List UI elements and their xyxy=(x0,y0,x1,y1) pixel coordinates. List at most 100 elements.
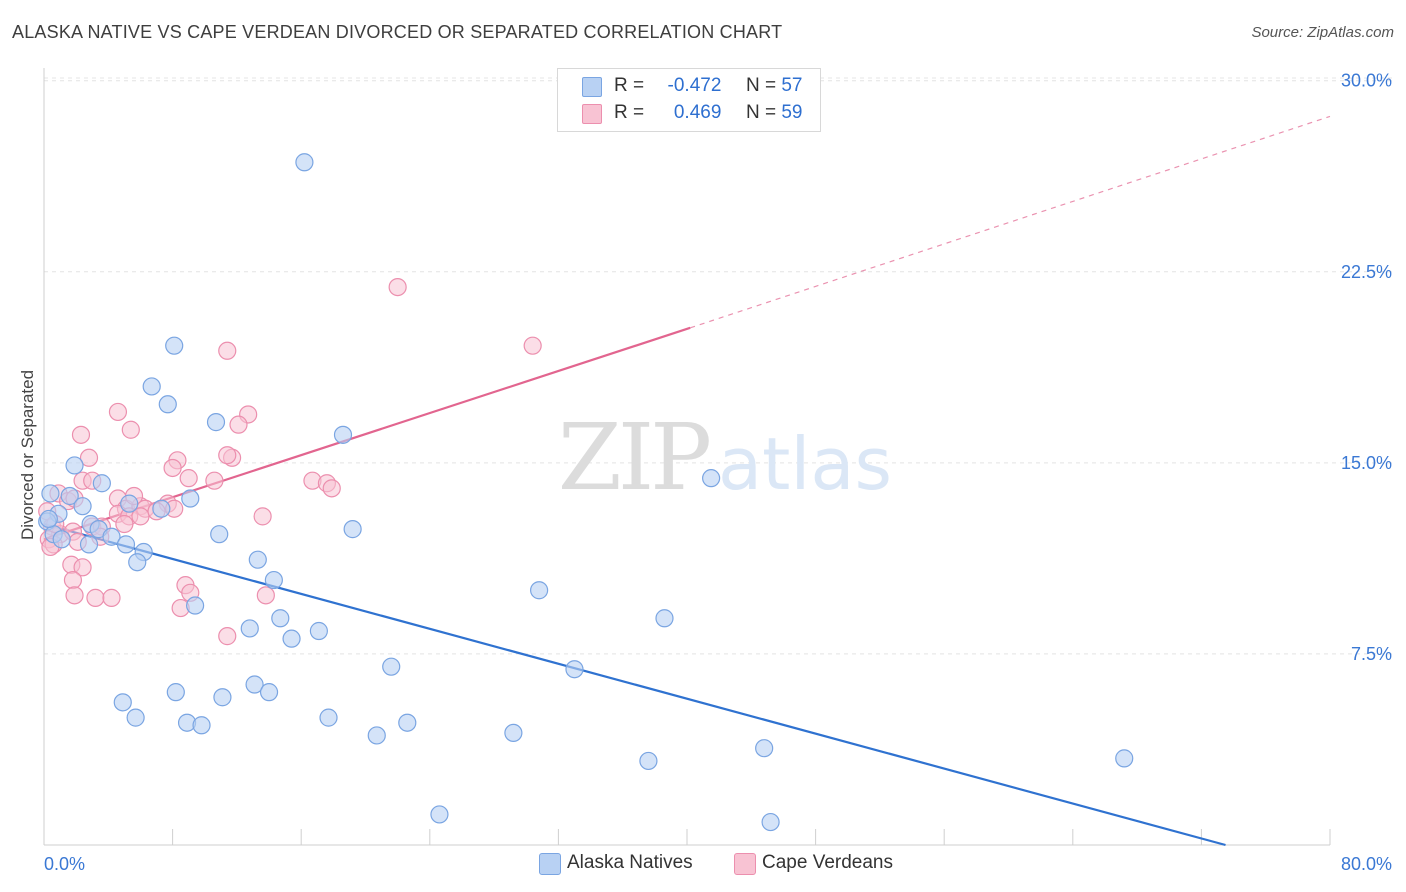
alaska-native-point xyxy=(319,708,338,727)
alaska-native-point xyxy=(430,805,449,824)
bottom-legend-label-alaska: Alaska Natives xyxy=(567,852,693,873)
y-tick-label: 22.5% xyxy=(1341,262,1392,282)
cape-verdean-point xyxy=(218,446,237,465)
alaska-native-point xyxy=(333,425,353,444)
alaska-native-point xyxy=(102,527,121,546)
alaska-native-point xyxy=(655,609,674,628)
alaska-native-point xyxy=(367,726,386,745)
x-tick-label-max: 80.0% xyxy=(1341,854,1392,874)
alaska-native-point xyxy=(282,629,301,648)
cape-verdean-point xyxy=(229,415,248,434)
alaska-native-point xyxy=(73,497,92,516)
alaska-native-point xyxy=(142,377,161,396)
alaska-native-point xyxy=(39,509,58,529)
alaska-native-point xyxy=(192,716,211,735)
cape-verdean-point xyxy=(256,586,275,605)
cape-verdean-point xyxy=(65,586,84,605)
x-tick-label-min: 0.0% xyxy=(44,854,85,874)
watermark: ZIP atlas xyxy=(558,404,892,511)
alaska-native-point xyxy=(264,570,283,590)
legend-stats-alaska: R = -0.472 N = 57 xyxy=(614,75,803,96)
alaska-native-point xyxy=(186,596,205,615)
cape-verdean-point xyxy=(79,448,99,467)
alaska-native-point xyxy=(382,657,401,676)
source-credit: Source: ZipAtlas.com xyxy=(1251,24,1394,41)
cape-verdean-trend-extension xyxy=(690,115,1331,329)
alaska-native-point xyxy=(755,739,774,758)
alaska-native-point xyxy=(126,708,145,727)
legend-n-value-cape-verdean: 59 xyxy=(781,102,803,123)
alaska-native-point xyxy=(761,812,780,832)
legend-swatch-pink xyxy=(582,104,602,124)
alaska-native-point xyxy=(398,713,417,732)
legend-n-value-alaska: 57 xyxy=(781,75,803,96)
bottom-legend-swatch-pink xyxy=(734,853,756,875)
watermark-atlas: atlas xyxy=(718,422,892,506)
cape-verdean-point xyxy=(71,425,91,444)
alaska-native-point xyxy=(295,153,314,172)
cape-verdean-point xyxy=(218,341,237,360)
grid-lines xyxy=(44,77,1392,655)
bottom-legend-swatch-blue xyxy=(539,853,561,875)
alaska-native-point xyxy=(504,723,523,743)
alaska-native-point xyxy=(259,683,279,702)
alaska-trend-line xyxy=(43,522,1226,847)
cape-verdean-point xyxy=(218,627,237,646)
cape-verdean-point xyxy=(253,507,272,526)
alaska-native-point xyxy=(530,581,549,600)
cape-verdean-point xyxy=(163,458,182,478)
alaska-natives-points xyxy=(38,153,1134,832)
correlation-legend: R = -0.472 N = 57 R = 0.469 N = 59 xyxy=(557,68,821,132)
alaska-native-point xyxy=(271,609,290,628)
alaska-native-point xyxy=(565,660,584,679)
alaska-native-point xyxy=(240,619,259,638)
legend-swatch-blue xyxy=(582,77,602,97)
alaska-native-point xyxy=(210,525,229,544)
alaska-native-point xyxy=(181,489,200,508)
chart-title: ALASKA NATIVE VS CAPE VERDEAN DIVORCED O… xyxy=(12,22,783,42)
alaska-native-point xyxy=(79,535,99,554)
alaska-native-point xyxy=(41,484,60,503)
cape-verdean-point xyxy=(73,558,92,577)
alaska-native-point xyxy=(52,530,71,549)
alaska-native-point xyxy=(702,469,721,488)
cape-verdean-point xyxy=(108,402,128,422)
alaska-native-point xyxy=(116,535,136,554)
alaska-native-point xyxy=(639,751,658,771)
legend-stats-cape-verdean: R = 0.469 N = 59 xyxy=(614,102,803,123)
y-tick-label: 15.0% xyxy=(1341,453,1392,473)
y-tick-label: 7.5% xyxy=(1351,644,1392,664)
cape-verdean-point xyxy=(86,588,105,607)
alaska-native-point xyxy=(120,494,139,513)
cape-verdean-point xyxy=(205,471,224,490)
alaska-native-point xyxy=(213,688,232,707)
cape-verdean-point xyxy=(131,507,150,526)
alaska-native-point xyxy=(60,486,79,506)
alaska-native-point xyxy=(1115,749,1134,768)
watermark-zip: ZIP xyxy=(558,404,709,511)
y-tick-label: 30.0% xyxy=(1341,71,1392,91)
legend-r-value-cape-verdean: 0.469 xyxy=(673,102,722,123)
cape-verdean-point xyxy=(63,570,83,590)
cape-verdean-point xyxy=(121,420,140,439)
alaska-native-point xyxy=(158,395,177,414)
cape-verdean-point xyxy=(322,479,341,498)
alaska-native-point xyxy=(245,675,264,694)
alaska-native-point xyxy=(343,520,362,539)
alaska-native-point xyxy=(309,621,328,641)
cape-verdean-point xyxy=(523,336,542,355)
cape-verdean-point xyxy=(179,469,198,488)
alaska-native-point xyxy=(113,693,132,712)
cape-verdean-point xyxy=(102,588,121,607)
alaska-native-point xyxy=(152,499,171,518)
legend-r-value-alaska: -0.472 xyxy=(667,75,722,96)
alaska-native-point xyxy=(206,413,226,432)
alaska-native-point xyxy=(248,550,267,569)
alaska-native-point xyxy=(166,683,185,702)
alaska-native-point xyxy=(65,456,84,475)
alaska-native-point xyxy=(128,553,147,572)
bottom-legend-label-cape-verdean: Cape Verdeans xyxy=(762,852,893,873)
cape-verdean-point xyxy=(115,514,134,534)
cape-verdean-point xyxy=(388,277,407,297)
